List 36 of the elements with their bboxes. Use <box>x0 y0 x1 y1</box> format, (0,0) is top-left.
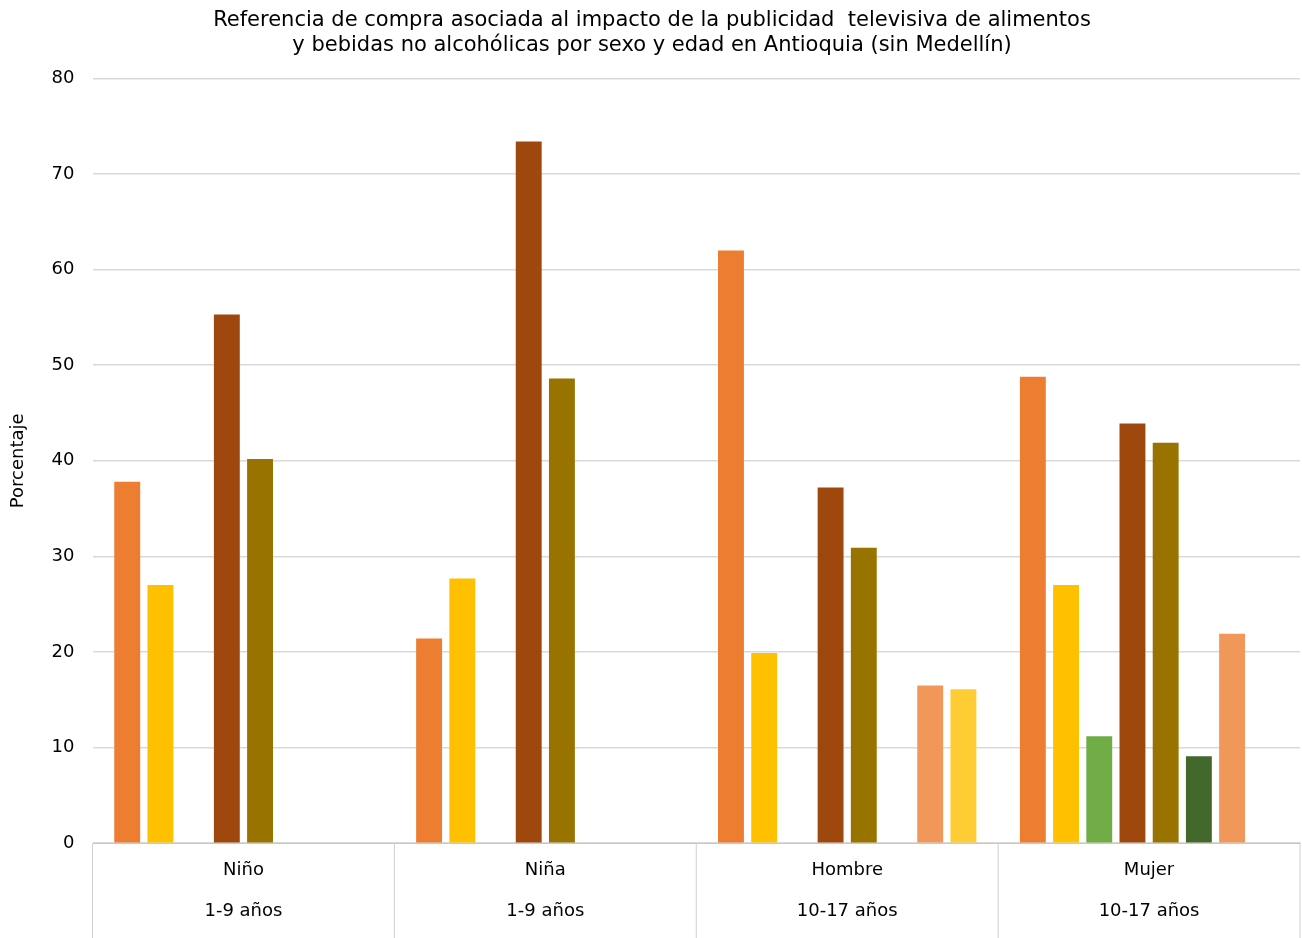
chart-title: Referencia de compra asociada al impacto de la publicidad televisiva de alimentos y bebidas no alcohólicas por sexo y edad en Antioquia (sin Medellín) <box>213 7 1091 57</box>
bar <box>817 487 844 843</box>
bar <box>917 685 944 843</box>
x-tick-label: Mujer 10-17 años <box>1098 857 1200 920</box>
bar <box>1119 423 1146 843</box>
x-tick-label: Niño 1-9 años <box>204 857 283 920</box>
bar <box>449 578 476 843</box>
bar <box>950 689 977 843</box>
bar <box>515 141 542 843</box>
bar <box>147 585 174 843</box>
bar <box>1019 376 1046 843</box>
y-tick-label: 30 <box>51 544 75 566</box>
bar <box>548 378 575 843</box>
bar <box>751 652 778 843</box>
y-tick-label: 10 <box>51 735 75 757</box>
y-tick-label: 0 <box>63 830 75 852</box>
y-tick-label: 40 <box>51 448 75 470</box>
x-tick-label: Hombre 10-17 años <box>796 857 898 920</box>
bar <box>247 458 273 843</box>
bar <box>213 314 240 843</box>
bar <box>1219 633 1246 843</box>
bar <box>1086 736 1113 843</box>
y-tick-label: 60 <box>51 257 75 279</box>
bar <box>1152 442 1179 843</box>
bar <box>850 547 877 843</box>
y-tick-label: 80 <box>51 66 75 88</box>
x-tick-label: Niña 1-9 años <box>506 857 585 920</box>
y-tick-label: 70 <box>51 161 75 183</box>
y-axis-title: Porcentaje <box>6 413 28 509</box>
y-tick-label: 20 <box>51 639 75 661</box>
y-tick-label: 50 <box>51 352 75 374</box>
bar <box>1053 585 1079 843</box>
bar <box>718 250 744 843</box>
bar <box>416 638 443 843</box>
bar <box>114 481 141 843</box>
bar <box>1185 756 1212 843</box>
